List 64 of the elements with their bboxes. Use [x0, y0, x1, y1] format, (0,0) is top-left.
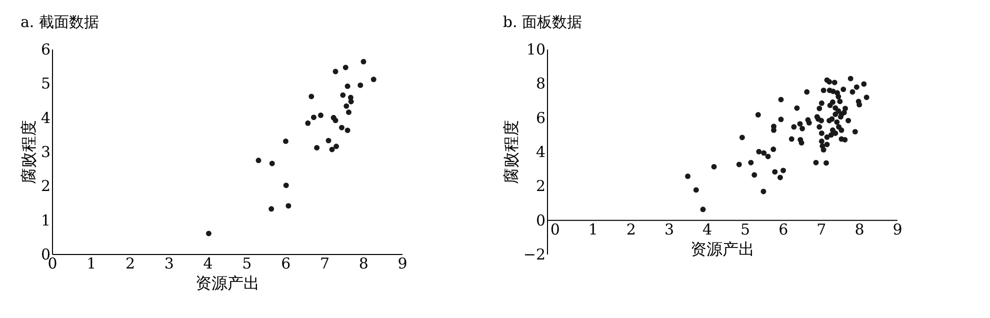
x-tick-label: 6: [778, 220, 788, 238]
x-axis-title: 资源产出: [196, 274, 260, 292]
point: [256, 158, 262, 164]
x-tick-label: 2: [126, 254, 136, 272]
point: [358, 82, 364, 88]
x-tick-label: 4: [203, 254, 213, 272]
x-tick-label: 2: [626, 220, 636, 238]
y-tick-label: 6: [40, 40, 50, 58]
y-axis-title: 腐败程度: [18, 120, 38, 184]
y-tick-label: 10: [526, 40, 546, 58]
x-tick-label: 7: [816, 220, 826, 238]
point: [314, 145, 320, 150]
y-axis-title: 腐败程度: [501, 120, 520, 184]
point: [346, 109, 352, 115]
point: [370, 76, 376, 82]
x-tick-label: 4: [702, 220, 712, 238]
point: [308, 94, 314, 100]
point: [269, 160, 275, 166]
point: [326, 138, 332, 144]
point: [268, 206, 274, 212]
point: [344, 128, 350, 134]
y-tick-label: 6: [536, 108, 546, 127]
point: [348, 98, 354, 104]
point: [342, 64, 348, 70]
x-axis-title: 资源产出: [690, 239, 754, 258]
point: [340, 92, 346, 98]
point: [329, 146, 335, 152]
x-tick-label: 9: [398, 254, 408, 272]
point: [206, 230, 212, 236]
x-tick-label: 1: [86, 254, 96, 272]
point: [344, 84, 350, 89]
point: [283, 182, 289, 188]
y-tick-label: 2: [536, 177, 546, 196]
y-tick-label: 4: [40, 108, 50, 127]
x-tick-label: 5: [242, 254, 252, 272]
x-tick-label: 5: [740, 220, 750, 238]
chart-title: b. 面板数据: [502, 13, 582, 31]
point: [334, 144, 340, 150]
point: [305, 120, 311, 126]
x-tick-label: 3: [664, 220, 674, 238]
x-tick-label: 8: [358, 254, 368, 272]
point: [360, 58, 366, 64]
x-tick-label: 3: [164, 254, 174, 272]
point: [318, 112, 324, 118]
chart-title: a. 截面数据: [20, 13, 99, 31]
x-tick-label: 8: [854, 220, 864, 238]
y-tick-label: 3: [40, 143, 50, 161]
x-tick-label: 1: [588, 220, 598, 238]
point: [332, 118, 338, 124]
y-tick-label: −2: [523, 246, 546, 264]
point: [310, 114, 316, 120]
x-tick-label: 6: [281, 254, 291, 272]
point: [286, 203, 292, 209]
point: [332, 68, 338, 74]
y-tick-label: 4: [536, 143, 546, 161]
x-tick-label: 0: [550, 220, 560, 238]
y-tick-label: 8: [536, 74, 546, 93]
x-tick-label: 7: [320, 254, 330, 272]
y-tick-label: 2: [40, 177, 50, 196]
point: [282, 138, 288, 144]
x-tick-label: 9: [892, 220, 902, 238]
point: [338, 124, 344, 130]
point: [344, 103, 350, 109]
y-tick-label: 5: [40, 74, 50, 93]
